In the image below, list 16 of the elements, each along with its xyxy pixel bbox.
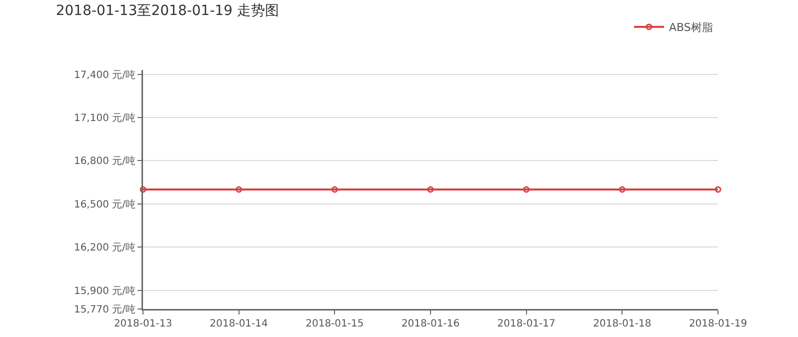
- x-tick-label: 2018-01-15: [306, 318, 364, 330]
- y-tick-label: 15,900 元/吨: [74, 284, 136, 297]
- x-tick-label: 2018-01-14: [210, 318, 268, 330]
- x-tick-label: 2018-01-16: [401, 318, 460, 330]
- x-tick-label: 2018-01-17: [497, 318, 556, 330]
- y-tick-label: 16,800 元/吨: [74, 155, 136, 168]
- x-tick-label: 2018-01-18: [593, 318, 652, 330]
- x-tick-label: 2018-01-19: [688, 318, 748, 330]
- y-tick-label: 17,100 元/吨: [74, 112, 136, 124]
- chart-title: 2018-01-13至2018-01-19 走势图: [56, 2, 280, 19]
- y-tick-label: 17,400 元/吨: [74, 68, 136, 81]
- y-tick-label: 15,770 元/吨: [74, 304, 136, 316]
- y-tick-label: 16,200 元/吨: [74, 242, 136, 254]
- legend-label: ABS树脂: [669, 21, 713, 34]
- x-tick-label: 2018-01-13: [114, 318, 172, 330]
- y-tick-label: 16,500 元/吨: [74, 198, 136, 210]
